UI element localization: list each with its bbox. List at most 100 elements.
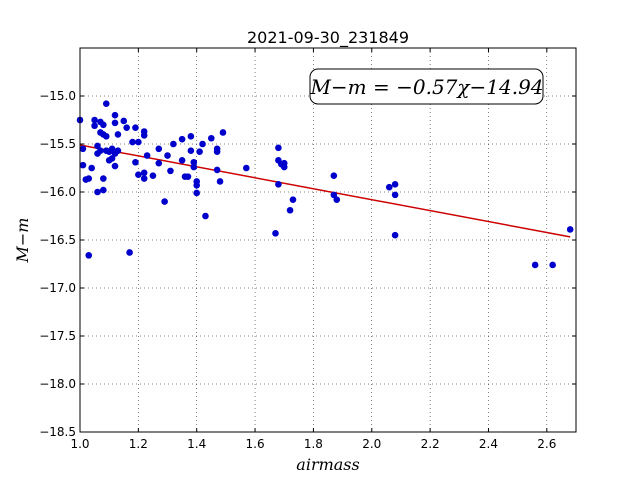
data-point: [102, 133, 110, 140]
data-point: [85, 252, 93, 259]
data-point: [132, 124, 139, 131]
data-point: [391, 231, 399, 239]
data-point: [97, 147, 104, 155]
y-tick-label: −15.5: [39, 137, 76, 151]
x-tick-label: 2.6: [537, 437, 556, 451]
data-point: [196, 148, 203, 155]
data-point: [100, 186, 107, 194]
y-tick-label: −17.0: [39, 281, 76, 295]
data-point: [100, 175, 107, 182]
data-point: [164, 152, 171, 159]
y-tick-label: −18.5: [39, 425, 76, 439]
data-point: [190, 163, 198, 171]
x-tick-label: 1.4: [187, 437, 206, 451]
x-axis-label: airmass: [296, 455, 359, 474]
data-point: [275, 144, 282, 152]
data-point: [114, 131, 122, 138]
data-point: [202, 212, 209, 220]
x-tick-label: 2.4: [479, 437, 498, 451]
data-point: [111, 162, 119, 170]
data-point: [135, 171, 142, 179]
data-point: [187, 133, 195, 140]
data-point: [391, 191, 399, 199]
fit-line-group: [79, 144, 571, 238]
data-point: [100, 121, 107, 129]
data-point: [333, 196, 341, 203]
data-point: [108, 155, 116, 162]
data-point: [549, 261, 556, 269]
data-point: [155, 145, 163, 153]
data-point: [391, 181, 399, 188]
data-point: [272, 229, 279, 237]
data-point: [170, 140, 177, 148]
data-point: [140, 175, 148, 182]
data-point: [187, 147, 195, 155]
data-point: [286, 206, 294, 214]
data-point: [289, 196, 297, 203]
data-point: [385, 183, 393, 191]
data-point: [243, 164, 250, 172]
data-point: [219, 129, 227, 136]
y-tick-label: −15.0: [39, 89, 76, 103]
data-point: [108, 145, 116, 153]
data-points: [76, 100, 574, 269]
y-tick-label: −16.5: [39, 233, 76, 247]
data-point: [79, 161, 87, 169]
data-point: [161, 198, 168, 205]
data-point: [178, 135, 186, 143]
axis-ticks: 1.0 1.2 1.4 1.6 1.8 2.0 2.2 2.4 2.6 −15.0 −15.5 −16…: [39, 48, 576, 451]
data-point: [190, 158, 198, 166]
fit-line: [79, 144, 571, 238]
data-point: [91, 116, 98, 124]
y-tick-label: −16.0: [39, 185, 76, 199]
data-point: [123, 124, 130, 131]
data-point: [132, 158, 139, 166]
data-point: [275, 181, 282, 188]
x-tick-label: 1.0: [70, 437, 89, 451]
data-point: [330, 191, 338, 199]
fit-annotation: M−m = −0.57χ−14.94: [309, 68, 544, 105]
x-tick-label: 1.6: [246, 437, 265, 451]
data-point: [280, 163, 288, 171]
x-tick-label: 1.2: [129, 437, 148, 451]
data-point: [155, 159, 163, 167]
y-tick-label: −17.5: [39, 329, 76, 343]
data-point: [140, 169, 148, 177]
data-point: [129, 138, 136, 146]
data-point: [566, 226, 574, 233]
data-point: [111, 111, 119, 119]
chart-title: 2021-09-30_231849: [247, 28, 409, 48]
data-point: [167, 167, 174, 175]
data-point: [120, 117, 128, 125]
annotation-box: [309, 68, 544, 105]
data-point: [216, 178, 224, 185]
data-point: [193, 181, 201, 189]
x-tick-label: 2.0: [362, 437, 381, 451]
data-point: [207, 134, 215, 142]
data-point: [135, 138, 142, 146]
data-point: [111, 119, 119, 127]
data-point: [213, 166, 221, 174]
data-point: [213, 148, 221, 155]
data-point: [149, 172, 157, 179]
data-point: [184, 173, 192, 180]
data-point: [102, 100, 110, 107]
data-point: [199, 140, 206, 148]
data-point: [91, 122, 98, 130]
data-point: [94, 142, 101, 150]
data-point: [88, 164, 95, 172]
data-point: [85, 175, 93, 182]
x-tick-label: 2.2: [421, 437, 440, 451]
data-point: [531, 261, 539, 269]
data-point: [193, 189, 201, 197]
data-point: [178, 157, 186, 164]
x-tick-label: 1.8: [304, 437, 323, 451]
y-tick-label: −18.0: [39, 377, 76, 391]
data-point: [94, 188, 101, 196]
data-point: [140, 132, 148, 139]
data-point: [79, 145, 87, 153]
data-point: [126, 249, 133, 256]
annotation-text: M−m = −0.57χ−14.94: [309, 75, 543, 99]
data-point: [114, 147, 122, 155]
